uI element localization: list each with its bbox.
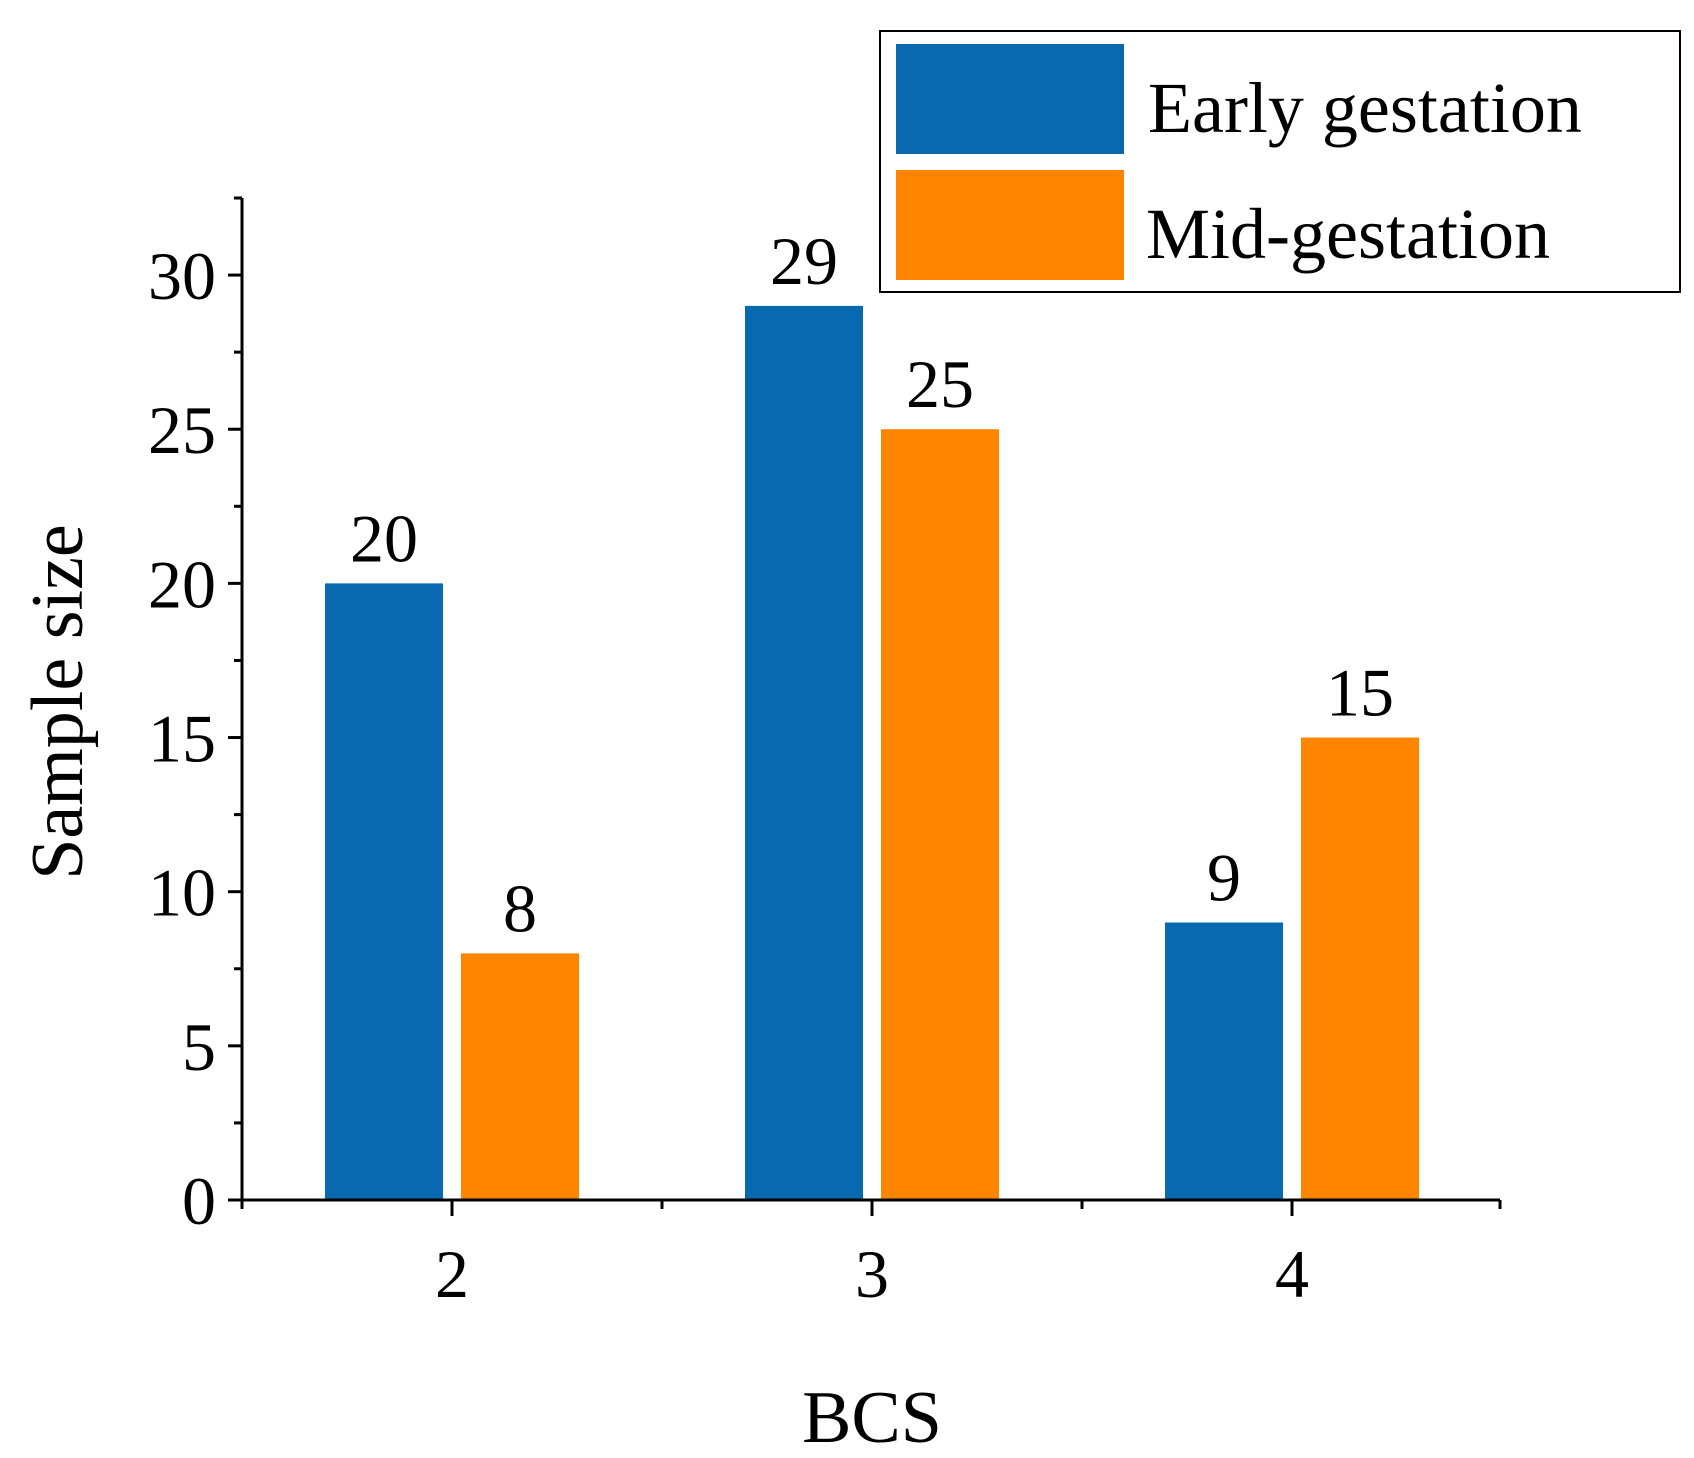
bar-mid-gestation-bcs-2 [461, 953, 579, 1200]
data-label-early-gestation-bcs-3: 29 [770, 223, 838, 299]
y-tick-label: 0 [182, 1163, 216, 1239]
legend-label-early-gestation: Early gestation [1148, 68, 1582, 148]
x-ticks-group: 2 3 4 [240, 1200, 1502, 1312]
y-tick-label: 30 [148, 238, 216, 314]
data-label-mid-gestation-bcs-2: 8 [503, 870, 537, 946]
bars-group [325, 305, 1419, 1200]
bar-early-gestation-bcs-4 [1165, 922, 1283, 1200]
bar-mid-gestation-bcs-4 [1301, 737, 1419, 1200]
data-label-early-gestation-bcs-4: 9 [1207, 840, 1241, 916]
bar-early-gestation-bcs-2 [325, 583, 443, 1200]
y-axis-title: Sample size [17, 524, 99, 880]
data-label-mid-gestation-bcs-3: 25 [906, 346, 974, 422]
y-tick-label: 15 [148, 701, 216, 777]
y-tick-label: 25 [148, 392, 216, 468]
legend-swatch-early-gestation [896, 44, 1124, 154]
legend-label-mid-gestation: Mid-gestation [1146, 194, 1550, 274]
data-labels-group: 20 8 29 25 9 15 [350, 223, 1394, 946]
y-tick-label: 10 [148, 855, 216, 931]
y-tick-label: 5 [182, 1009, 216, 1085]
legend-swatch-mid-gestation [896, 170, 1124, 280]
y-tick-label: 20 [148, 546, 216, 622]
x-tick-label: 4 [1275, 1236, 1309, 1312]
data-label-mid-gestation-bcs-4: 15 [1326, 655, 1394, 731]
legend: Early gestation Mid-gestation [879, 30, 1681, 293]
y-ticks-group: 0 5 10 15 20 25 30 [148, 196, 242, 1239]
x-axis-title: BCS [802, 1377, 942, 1458]
x-tick-label: 2 [435, 1236, 469, 1312]
bar-mid-gestation-bcs-3 [881, 429, 999, 1200]
x-tick-label: 3 [855, 1236, 889, 1312]
bar-early-gestation-bcs-3 [745, 305, 863, 1200]
data-label-early-gestation-bcs-2: 20 [350, 500, 418, 576]
